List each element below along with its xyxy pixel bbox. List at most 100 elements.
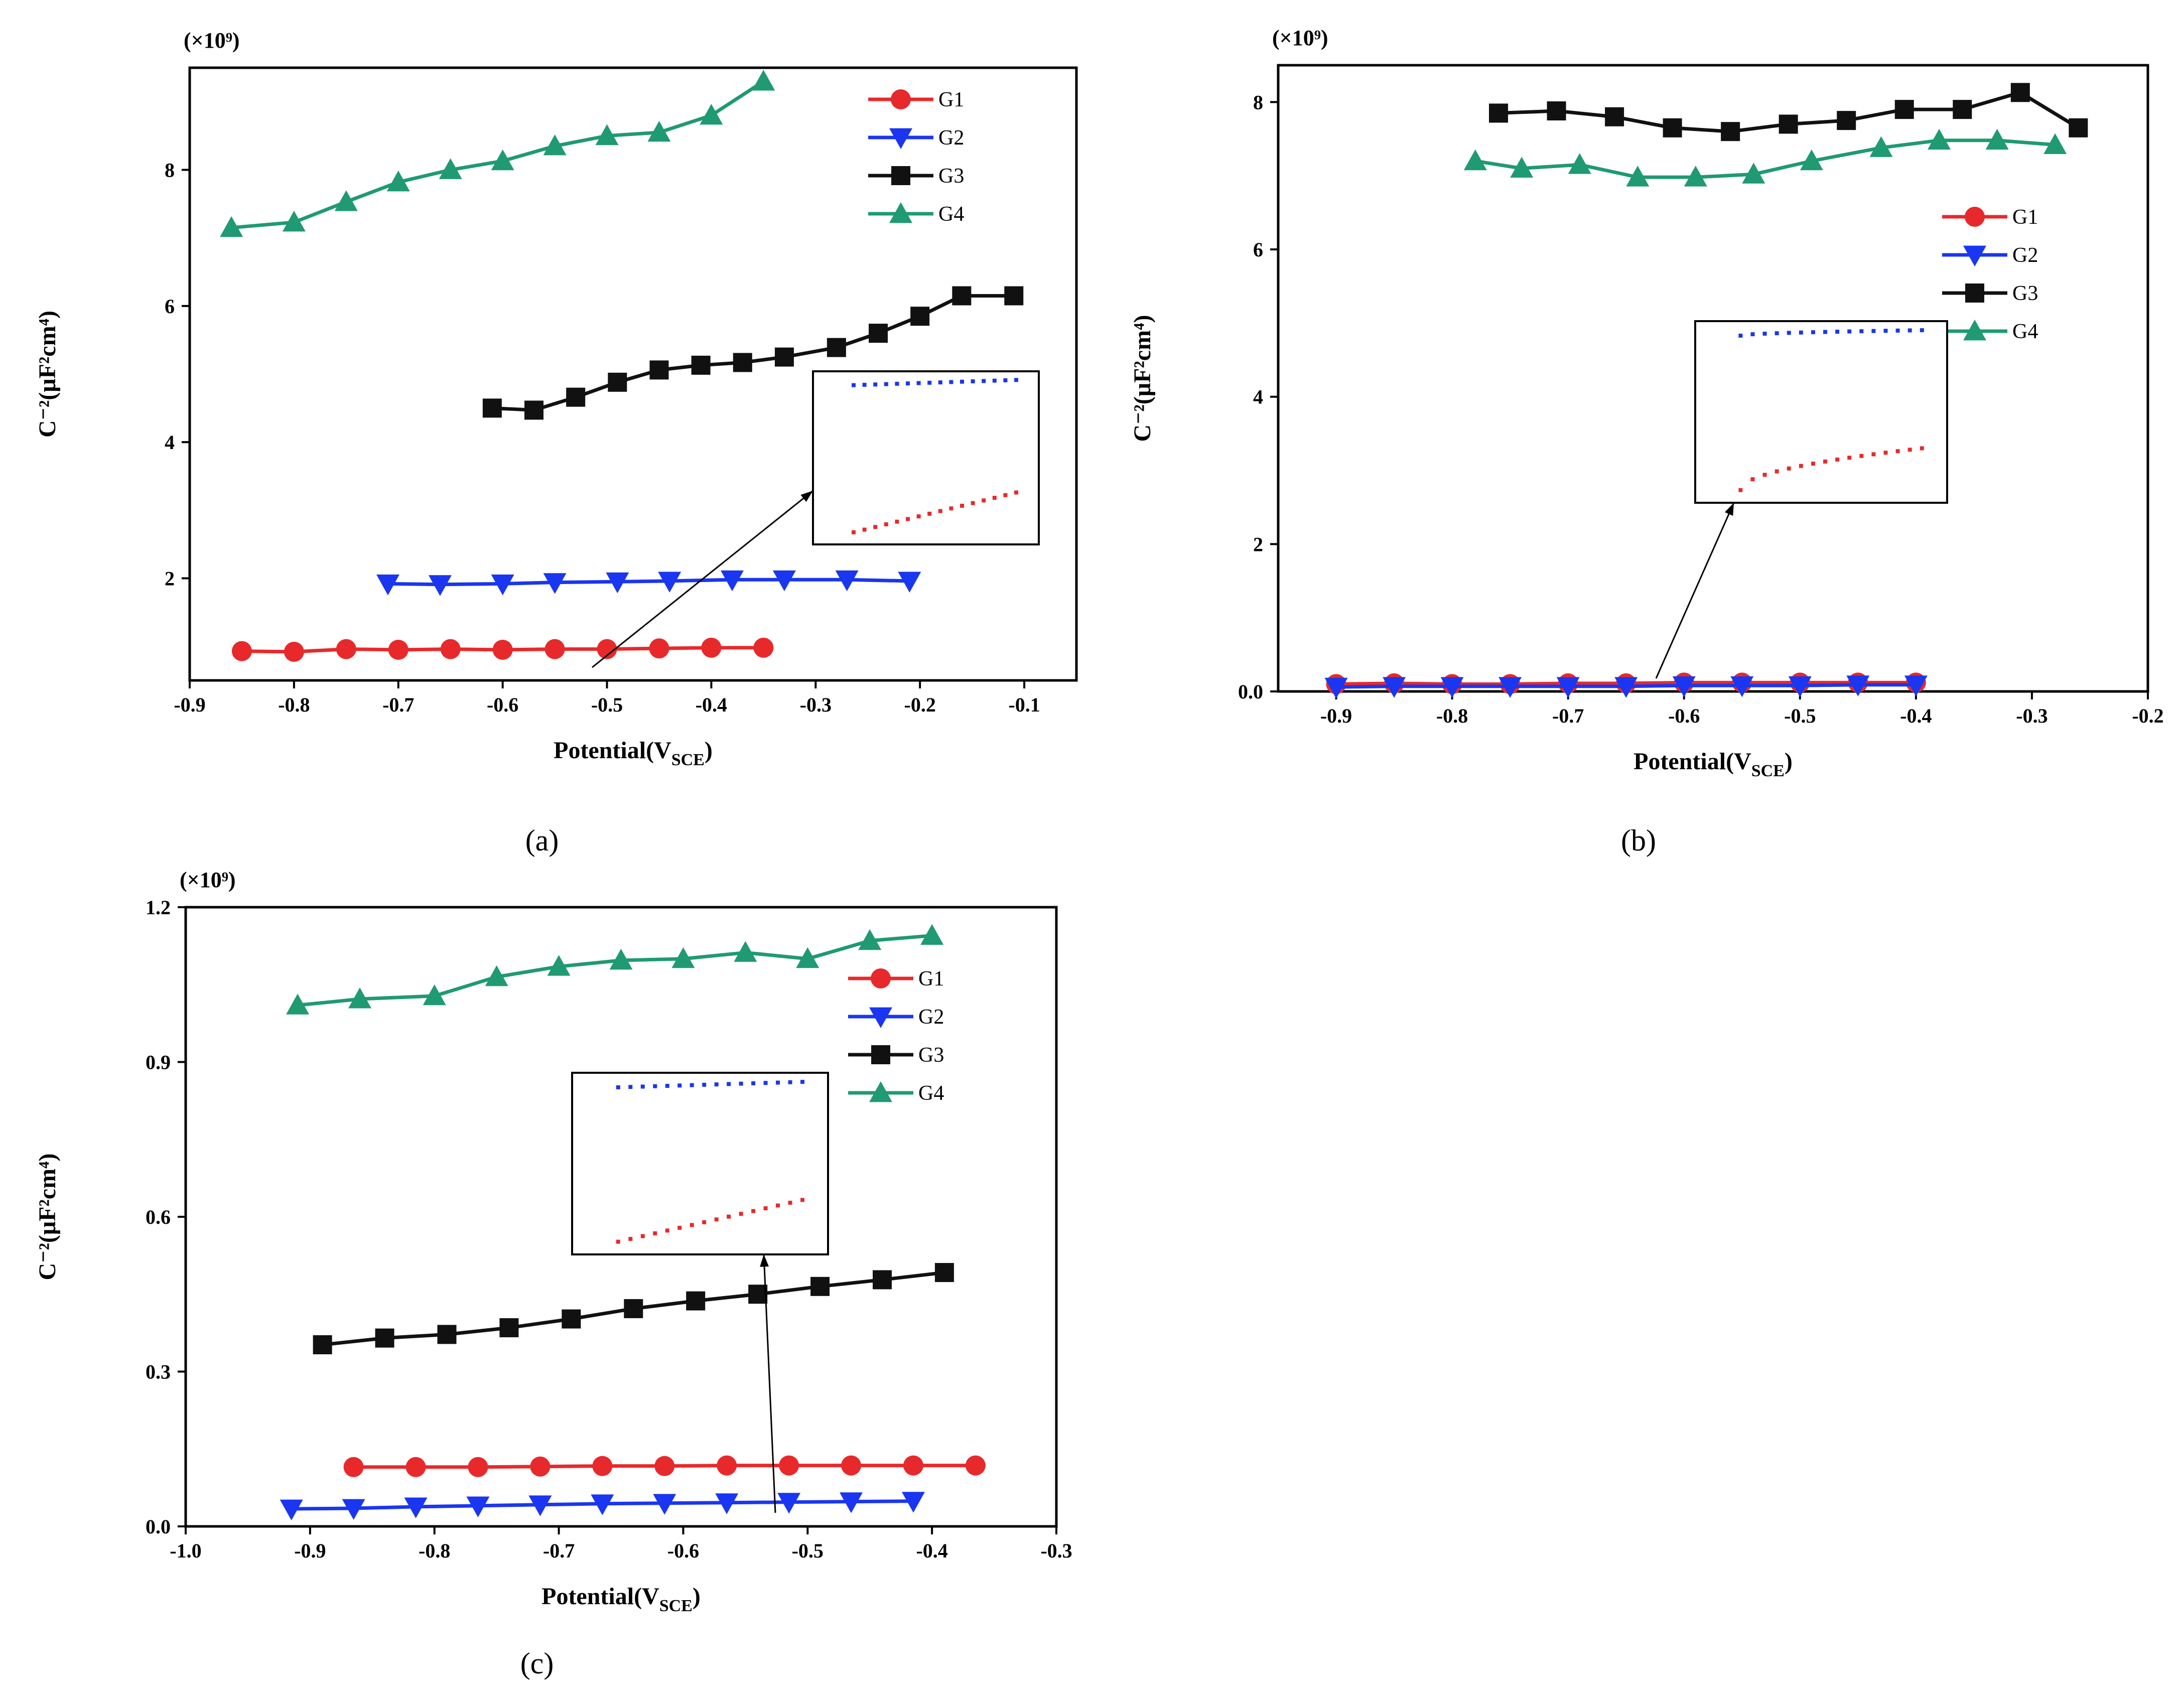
data-point-g4 [439, 158, 462, 179]
inset-arrow-line [763, 1254, 776, 1513]
inset-point-g2 [677, 1083, 682, 1088]
x-tick-label: -0.5 [1784, 704, 1816, 727]
inset-point-g1 [653, 1231, 657, 1236]
zoom-inset-box [812, 370, 1040, 545]
legend-marker [871, 968, 891, 988]
x-tick-label: -0.7 [382, 693, 414, 716]
x-tick-label: -0.2 [904, 693, 936, 716]
inset-point-g2 [971, 379, 975, 384]
y-tick-label: 0.9 [146, 1051, 171, 1074]
inset-point-g2 [852, 383, 856, 387]
inset-point-g1 [852, 530, 856, 534]
data-point-g3 [1605, 107, 1624, 126]
data-point-g1 [231, 641, 252, 661]
inset-point-g1 [1920, 446, 1924, 451]
inset-point-g1 [1895, 449, 1900, 454]
panel-label: (b) [1621, 824, 1656, 857]
data-point-g4 [595, 124, 619, 146]
inset-point-g1 [1762, 473, 1767, 477]
y-axis-label: C⁻²(μF²cm⁴) [1129, 315, 1156, 442]
data-point-g4 [1928, 128, 1951, 150]
inset-point-g2 [788, 1080, 792, 1084]
x-axis-label-close: ) [1785, 748, 1793, 775]
y-tick-label: 1.2 [146, 896, 171, 919]
data-point-g2 [1498, 677, 1522, 698]
inset-arrow-head [760, 1254, 769, 1267]
data-point-g4 [734, 941, 757, 962]
data-point-g2 [1904, 675, 1928, 696]
legend-label: G4 [938, 203, 964, 226]
data-point-g3 [869, 324, 888, 343]
inset-point-g2 [727, 1082, 731, 1086]
inset-point-g2 [960, 379, 964, 384]
inset-point-g2 [1811, 330, 1815, 335]
inset-point-g1 [992, 496, 997, 500]
inset-point-g2 [895, 381, 899, 386]
x-tick-label: -0.8 [419, 1539, 450, 1562]
data-point-g4 [286, 994, 310, 1015]
y-axis-label: C⁻²(μF²cm⁴) [34, 1154, 61, 1281]
data-point-g1 [343, 1457, 364, 1477]
x-axis-label-sub: SCE [659, 1597, 693, 1615]
data-point-g3 [691, 355, 711, 375]
data-point-g4 [1742, 163, 1765, 184]
inset-point-g1 [1799, 464, 1803, 468]
inset-point-g2 [776, 1080, 780, 1085]
data-point-g1 [903, 1455, 923, 1476]
inset-point-g1 [927, 511, 932, 516]
data-point-g1 [592, 1456, 613, 1476]
data-point-g1 [440, 639, 461, 659]
inset-point-g1 [640, 1234, 645, 1238]
data-point-g4 [1684, 166, 1707, 187]
data-point-g2 [280, 1499, 303, 1521]
data-point-g2 [1846, 675, 1870, 696]
legend-marker [869, 1007, 892, 1028]
data-point-g4 [796, 947, 820, 968]
legend-label: G3 [938, 165, 964, 188]
data-point-g3 [562, 1309, 581, 1329]
inset-point-g1 [616, 1239, 620, 1244]
inset-point-g2 [1883, 329, 1888, 333]
data-point-g1 [717, 1455, 737, 1476]
inset-point-g1 [739, 1212, 743, 1216]
x-axis-label-close: ) [693, 1583, 701, 1610]
data-point-g4 [1626, 166, 1650, 187]
inset-point-g1 [727, 1214, 731, 1219]
y-tick-label: 8 [165, 159, 175, 182]
data-point-g4 [543, 134, 567, 156]
inset-point-g1 [665, 1228, 669, 1233]
inset-arrow-line [1655, 502, 1735, 679]
inset-point-g1 [884, 522, 888, 526]
inset-point-g2 [1799, 330, 1803, 335]
inset-point-g2 [653, 1084, 657, 1088]
x-tick-label: -0.6 [487, 693, 518, 716]
x-tick-label: -0.3 [800, 693, 832, 716]
x-tick-label: -1.0 [170, 1539, 201, 1562]
x-axis-label-main: Potential(V [541, 1583, 659, 1610]
inset-point-g1 [949, 506, 953, 511]
inset-point-g2 [800, 1080, 804, 1084]
inset-point-g1 [1859, 454, 1864, 458]
zoom-inset-box [1694, 320, 1948, 504]
data-point-g3 [774, 347, 794, 367]
data-point-g3 [873, 1270, 892, 1290]
legend-marker [1965, 283, 1984, 303]
inset-point-g1 [1750, 477, 1755, 482]
x-tick-label: -0.5 [792, 1539, 824, 1562]
data-point-g3 [1547, 101, 1566, 121]
y-axis-label: C⁻²(μF²cm⁴) [34, 311, 61, 438]
y-tick-label: 4 [1253, 386, 1263, 408]
x-tick-label: -0.9 [174, 693, 205, 716]
legend-marker [889, 128, 912, 149]
inset-point-g2 [1907, 328, 1912, 333]
inset-point-g1 [1774, 469, 1779, 474]
inset-point-g1 [751, 1209, 756, 1213]
inset-point-g2 [1920, 328, 1924, 333]
x-axis-label: Potential(VSCE) [1633, 748, 1793, 780]
data-point-g4 [858, 929, 882, 950]
data-point-g1 [654, 1456, 675, 1476]
inset-arrow-head [1724, 503, 1734, 516]
data-point-g3 [608, 372, 627, 392]
data-point-g4 [700, 103, 723, 125]
inset-point-g2 [1859, 329, 1864, 334]
